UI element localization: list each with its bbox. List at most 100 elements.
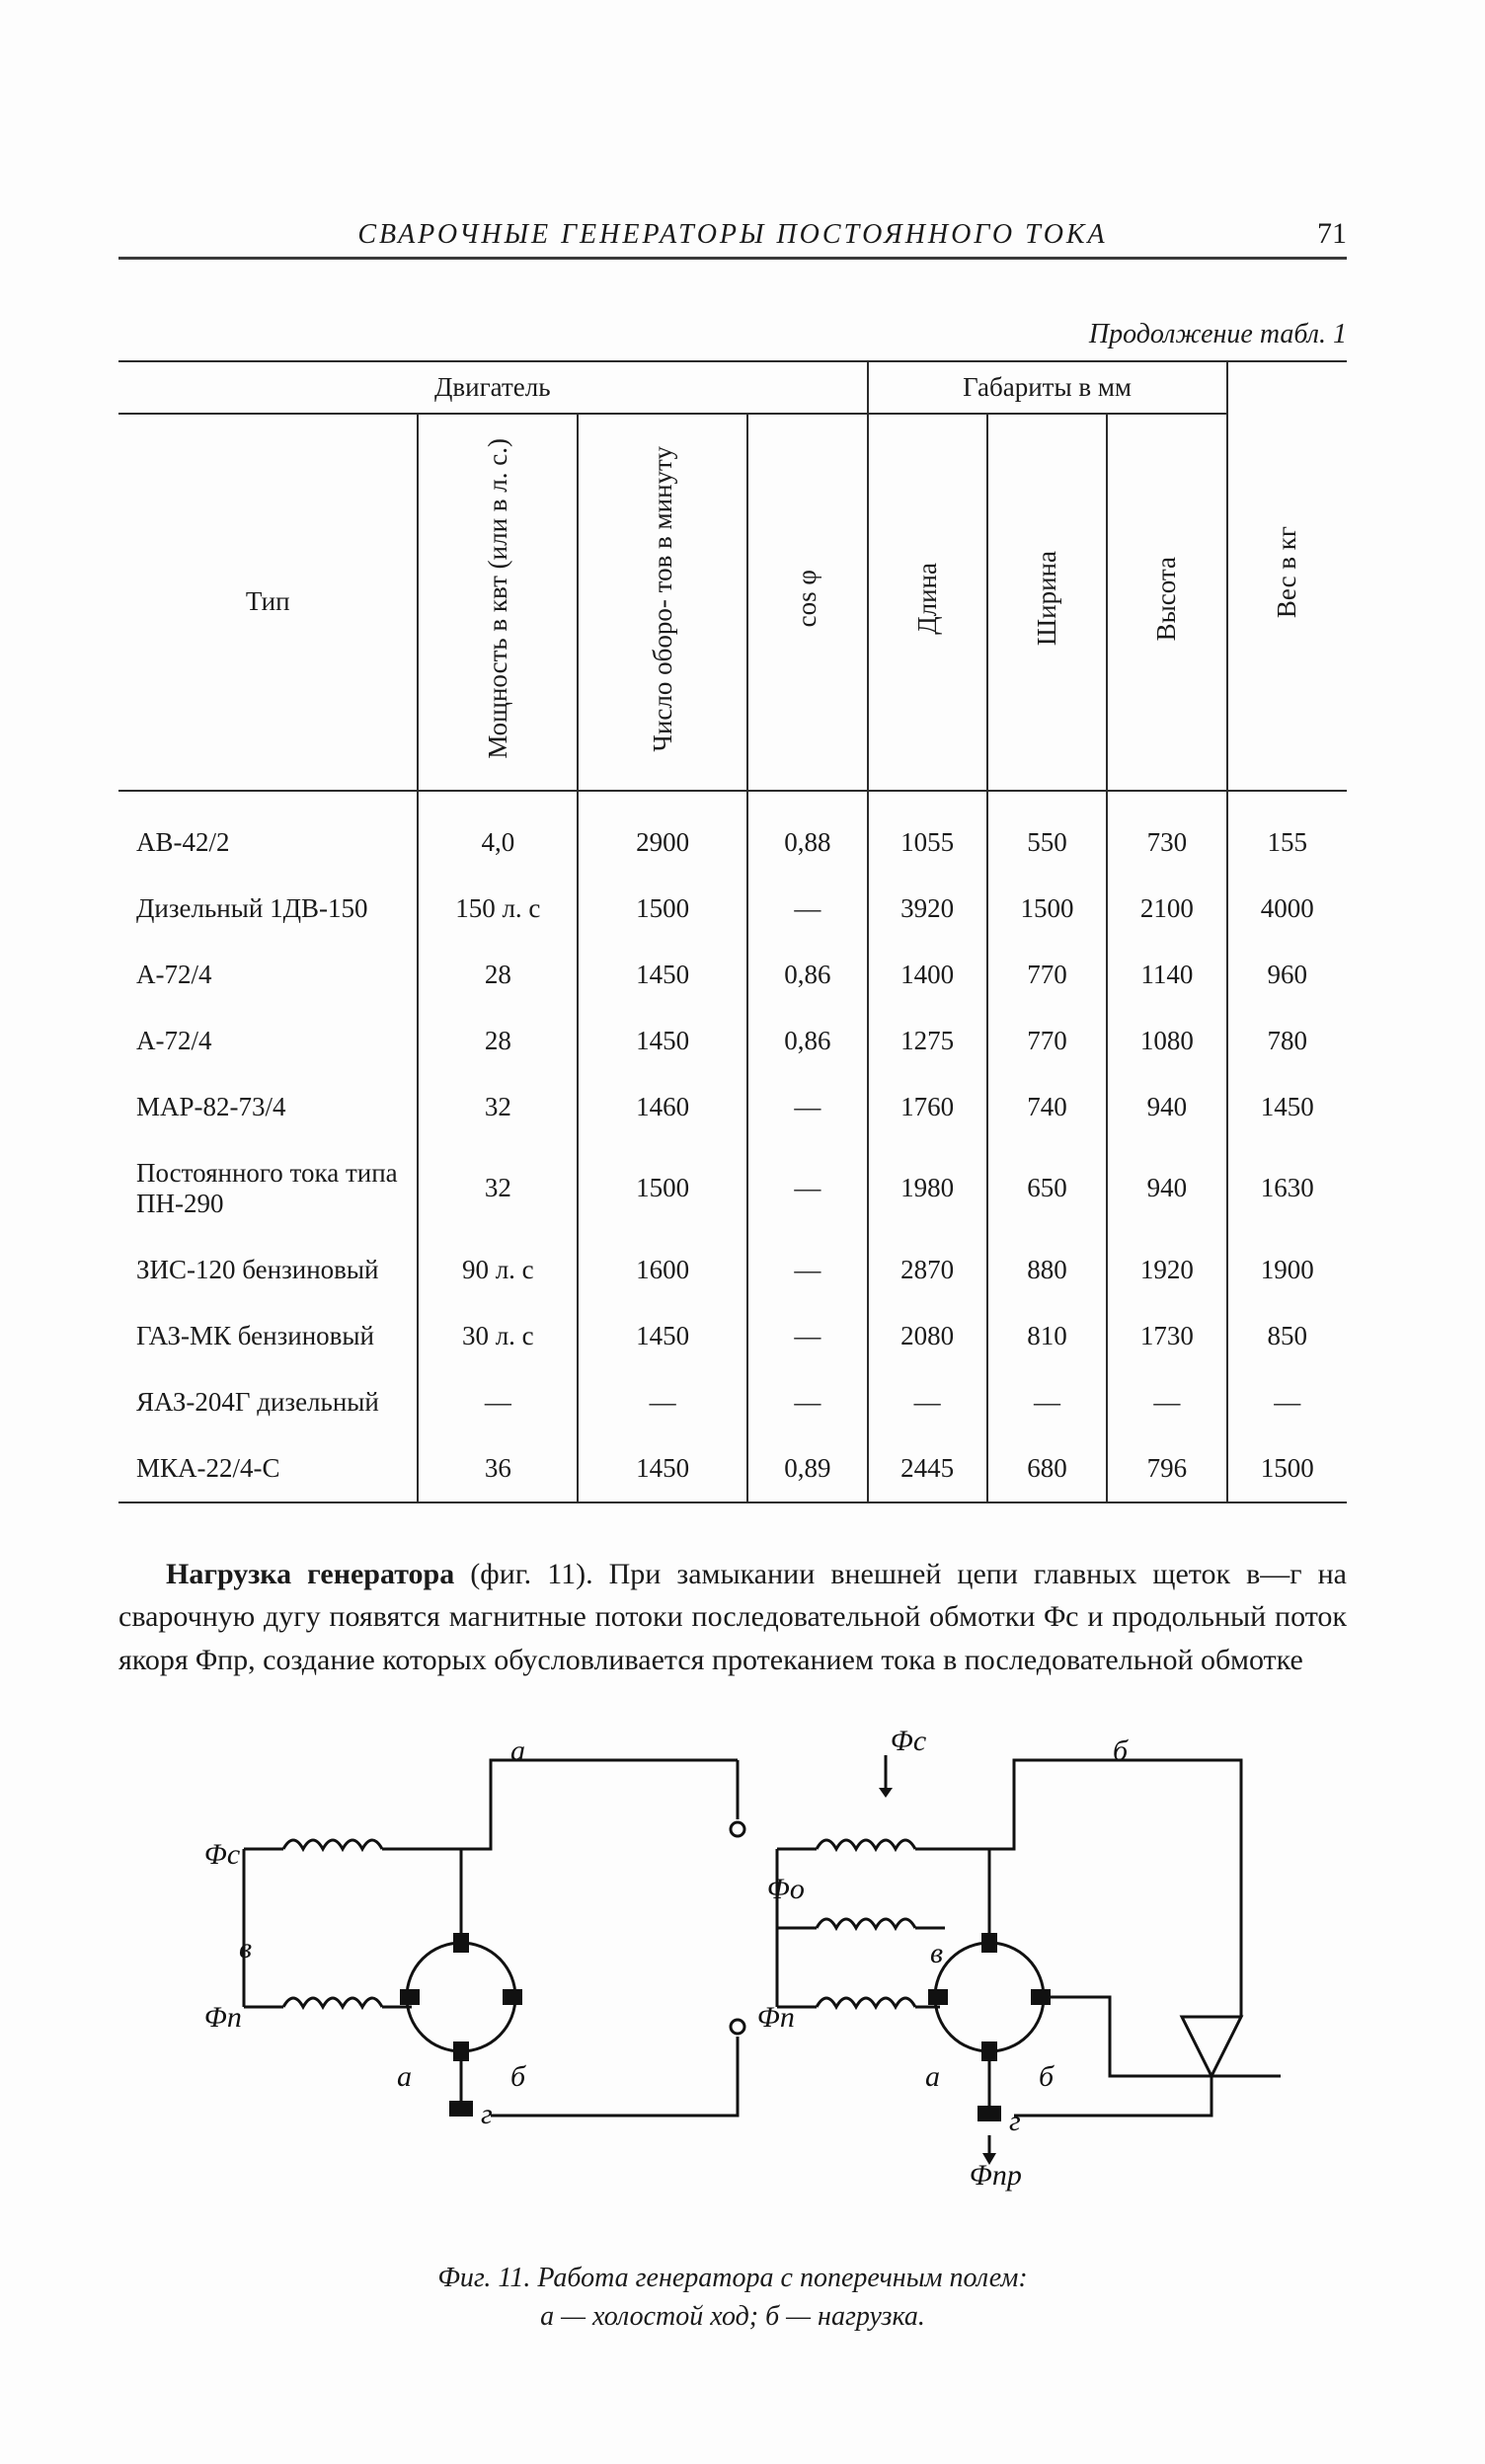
fig-brush-b-left: б [510, 2060, 526, 2093]
cell-value: 36 [418, 1435, 578, 1502]
cell-type: Дизельный 1ДВ-150 [118, 876, 418, 942]
cell-value: 0,88 [747, 791, 867, 876]
table-row: ЯАЗ-204Г дизельный——————— [118, 1369, 1347, 1435]
fig-phi-c-right: Φс [891, 1725, 926, 1757]
cell-value: 1500 [578, 1140, 747, 1237]
cell-value: — [1227, 1369, 1347, 1435]
table-body: АВ-42/24,029000,881055550730155Дизельный… [118, 791, 1347, 1502]
cell-value: 770 [987, 1008, 1107, 1074]
cell-value: 0,86 [747, 942, 867, 1008]
cell-value: 940 [1107, 1074, 1226, 1140]
cell-value: 1600 [578, 1237, 747, 1303]
th-group-dims: Габариты в мм [868, 361, 1227, 414]
th-weight: Вес в кг [1227, 361, 1347, 791]
cell-value: — [747, 1237, 867, 1303]
cell-value: — [747, 1369, 867, 1435]
cell-value: 1450 [1227, 1074, 1347, 1140]
table-row: ЗИС-120 бензиновый90 л. с1600—2870880192… [118, 1237, 1347, 1303]
cell-value: 850 [1227, 1303, 1347, 1369]
motor-specs-table: Двигатель Габариты в мм Вес в кг Тип Мощ… [118, 360, 1347, 1503]
th-power: Мощность в квт (или в л. с.) [418, 414, 578, 791]
cell-value: 880 [987, 1237, 1107, 1303]
cell-value: 1900 [1227, 1237, 1347, 1303]
cell-value: 1080 [1107, 1008, 1226, 1074]
table-row: Дизельный 1ДВ-150150 л. с1500—3920150021… [118, 876, 1347, 942]
cell-type: Постоянного тока типа ПН-290 [118, 1140, 418, 1237]
cell-value: 32 [418, 1140, 578, 1237]
cell-value: 940 [1107, 1140, 1226, 1237]
cell-value: 1980 [868, 1140, 987, 1237]
cell-value: 770 [987, 942, 1107, 1008]
figure-caption: Фиг. 11. Работа генератора с поперечным … [118, 2259, 1347, 2336]
table-continuation: Продолжение табл. 1 [118, 319, 1347, 350]
table-row: ГАЗ-МК бензиновый30 л. с1450—20808101730… [118, 1303, 1347, 1369]
cell-value: 90 л. с [418, 1237, 578, 1303]
fig-phi-c-left: Φс [204, 1838, 240, 1871]
cell-value: 30 л. с [418, 1303, 578, 1369]
fig-brush-b-right: б [1039, 2060, 1055, 2093]
cell-value: 1450 [578, 942, 747, 1008]
fig-sub-v-right: в [930, 1937, 943, 1969]
figure-svg: а Φс в Φп [165, 1721, 1300, 2234]
cell-value: 810 [987, 1303, 1107, 1369]
body-paragraph: Нагрузка генератора (фиг. 11). При замык… [118, 1553, 1347, 1682]
cell-value: 1275 [868, 1008, 987, 1074]
table-row: А-72/42814500,8612757701080780 [118, 1008, 1347, 1074]
cell-value: 1630 [1227, 1140, 1347, 1237]
th-length: Длина [868, 414, 987, 791]
cell-value: 1055 [868, 791, 987, 876]
fig-sub-g-right: г [1009, 2105, 1021, 2137]
cell-value: 4,0 [418, 791, 578, 876]
cell-value: 28 [418, 942, 578, 1008]
cell-value: 680 [987, 1435, 1107, 1502]
cell-value: — [868, 1369, 987, 1435]
cell-value: 1450 [578, 1008, 747, 1074]
table-row: МАР-82-73/4321460—17607409401450 [118, 1074, 1347, 1140]
cell-value: 150 л. с [418, 876, 578, 942]
th-cosphi: cos φ [747, 414, 867, 791]
cell-value: 730 [1107, 791, 1226, 876]
cell-value: — [1107, 1369, 1226, 1435]
cell-type: МАР-82-73/4 [118, 1074, 418, 1140]
cell-value: 960 [1227, 942, 1347, 1008]
fig-brush-a-left: а [397, 2060, 412, 2093]
cell-type: ЗИС-120 бензиновый [118, 1237, 418, 1303]
cell-type: ЯАЗ-204Г дизельный [118, 1369, 418, 1435]
cell-value: 1920 [1107, 1237, 1226, 1303]
cell-type: А-72/4 [118, 942, 418, 1008]
running-header: СВАРОЧНЫЕ ГЕНЕРАТОРЫ ПОСТОЯННОГО ТОКА 71 [118, 217, 1347, 260]
page: СВАРОЧНЫЕ ГЕНЕРАТОРЫ ПОСТОЯННОГО ТОКА 71… [0, 0, 1485, 2464]
running-title: СВАРОЧНЫЕ ГЕНЕРАТОРЫ ПОСТОЯННОГО ТОКА [188, 219, 1278, 251]
cell-value: 1140 [1107, 942, 1226, 1008]
cell-type: МКА-22/4-С [118, 1435, 418, 1502]
cell-value: 780 [1227, 1008, 1347, 1074]
table-row: АВ-42/24,029000,881055550730155 [118, 791, 1347, 876]
cell-value: 0,86 [747, 1008, 867, 1074]
cell-value: 1500 [1227, 1435, 1347, 1502]
fig-phi-o: Φо [767, 1873, 805, 1905]
cell-value: 155 [1227, 791, 1347, 876]
th-rpm: Число оборо- тов в минуту [578, 414, 747, 791]
cell-value: 4000 [1227, 876, 1347, 942]
th-height: Высота [1107, 414, 1226, 791]
fig-cap-line2: а — холостой ход; б — нагрузка. [540, 2301, 925, 2332]
cell-value: — [418, 1369, 578, 1435]
cell-value: 796 [1107, 1435, 1226, 1502]
th-group-engine: Двигатель [118, 361, 868, 414]
cell-value: 28 [418, 1008, 578, 1074]
cell-value: 2080 [868, 1303, 987, 1369]
para-lead: Нагрузка генератора [166, 1558, 454, 1590]
cell-value: 2870 [868, 1237, 987, 1303]
fig-sub-g-left: г [481, 2098, 493, 2130]
cell-value: — [747, 1074, 867, 1140]
cell-value: 1450 [578, 1303, 747, 1369]
th-type: Тип [118, 414, 418, 791]
table-row: МКА-22/4-С3614500,8924456807961500 [118, 1435, 1347, 1502]
fig-cap-line1: Фиг. 11. Работа генератора с поперечным … [437, 2263, 1027, 2293]
cell-value: 1500 [987, 876, 1107, 942]
cell-value: — [747, 1140, 867, 1237]
figure-11: а Φс в Φп [118, 1721, 1347, 2336]
cell-value: — [747, 1303, 867, 1369]
cell-value: 740 [987, 1074, 1107, 1140]
cell-value: 1760 [868, 1074, 987, 1140]
